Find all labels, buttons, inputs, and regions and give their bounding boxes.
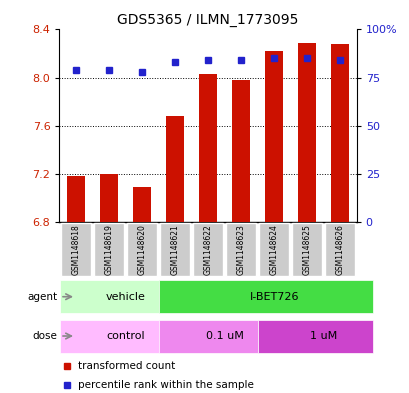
- FancyBboxPatch shape: [258, 223, 289, 276]
- Bar: [166, 116, 184, 222]
- Text: GSM1148623: GSM1148623: [236, 224, 245, 275]
- Bar: [198, 74, 217, 222]
- Text: GSM1148625: GSM1148625: [302, 224, 311, 275]
- Text: GSM1148621: GSM1148621: [170, 224, 179, 275]
- Bar: [67, 176, 85, 222]
- FancyBboxPatch shape: [60, 320, 175, 353]
- FancyBboxPatch shape: [159, 320, 258, 353]
- Text: agent: agent: [27, 292, 57, 302]
- FancyBboxPatch shape: [225, 223, 256, 276]
- Title: GDS5365 / ILMN_1773095: GDS5365 / ILMN_1773095: [117, 13, 298, 27]
- Text: control: control: [106, 331, 144, 341]
- FancyBboxPatch shape: [258, 320, 372, 353]
- FancyBboxPatch shape: [324, 223, 355, 276]
- Bar: [231, 80, 249, 222]
- Text: percentile rank within the sample: percentile rank within the sample: [77, 380, 253, 390]
- Bar: [264, 51, 283, 222]
- Text: dose: dose: [32, 331, 57, 341]
- Text: 1 uM: 1 uM: [309, 331, 337, 341]
- FancyBboxPatch shape: [61, 223, 91, 276]
- FancyBboxPatch shape: [291, 223, 321, 276]
- Text: GSM1148624: GSM1148624: [269, 224, 278, 275]
- FancyBboxPatch shape: [160, 223, 190, 276]
- Text: GSM1148626: GSM1148626: [335, 224, 344, 275]
- Bar: [100, 174, 118, 222]
- Text: 0.1 uM: 0.1 uM: [205, 331, 243, 341]
- Text: vehicle: vehicle: [105, 292, 145, 302]
- Text: GSM1148622: GSM1148622: [203, 224, 212, 275]
- Text: GSM1148619: GSM1148619: [104, 224, 113, 275]
- Text: GSM1148618: GSM1148618: [71, 224, 80, 275]
- FancyBboxPatch shape: [126, 223, 157, 276]
- FancyBboxPatch shape: [192, 223, 223, 276]
- Bar: [133, 187, 151, 222]
- Text: I-BET726: I-BET726: [249, 292, 298, 302]
- Text: GSM1148620: GSM1148620: [137, 224, 146, 275]
- FancyBboxPatch shape: [60, 280, 175, 313]
- Bar: [330, 44, 348, 222]
- FancyBboxPatch shape: [94, 223, 124, 276]
- Text: transformed count: transformed count: [77, 361, 175, 371]
- FancyBboxPatch shape: [159, 280, 372, 313]
- Bar: [297, 43, 315, 222]
